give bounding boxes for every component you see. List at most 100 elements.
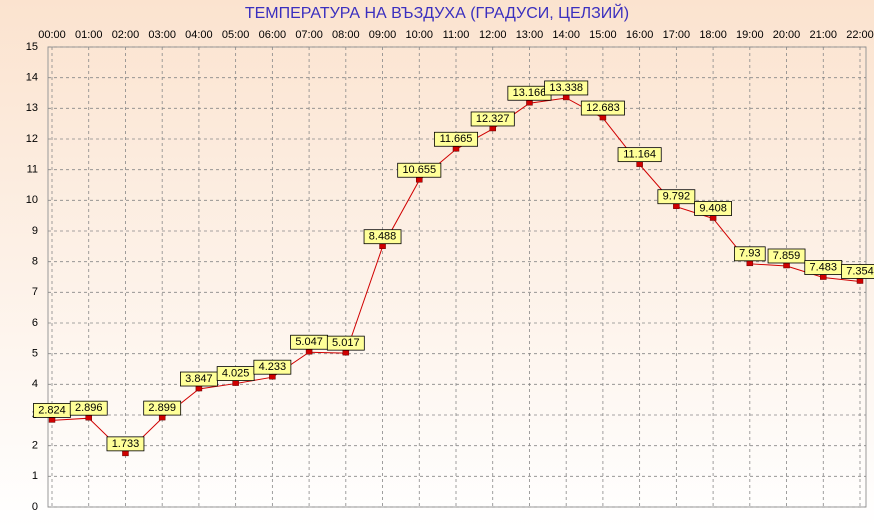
- x-tick-label: 18:00: [699, 29, 727, 41]
- marker: [526, 99, 533, 106]
- value-label: 9.792: [663, 191, 691, 203]
- value-label-box: [363, 229, 402, 245]
- value-label: 5.017: [332, 337, 360, 349]
- x-tick-label: 17:00: [663, 29, 691, 41]
- x-tick-label: 14:00: [552, 29, 580, 41]
- marker: [85, 414, 92, 421]
- value-label: 7.354: [846, 265, 874, 277]
- value-label: 11.164: [623, 149, 656, 161]
- value-label-box: [433, 131, 478, 147]
- value-label: 8.488: [369, 231, 397, 243]
- x-tick-label: 06:00: [259, 29, 287, 41]
- x-tick-label: 19:00: [736, 29, 764, 41]
- marker: [636, 161, 643, 167]
- x-tick-label: 21:00: [810, 29, 838, 41]
- marker: [232, 380, 239, 386]
- y-tick-label: 9: [32, 225, 38, 237]
- marker: [342, 349, 350, 356]
- value-label-box: [69, 400, 108, 416]
- chart-title: ТЕМПЕРАТУРА НА ВЪЗДУХА (ГРАДУСИ, ЦЕЛЗИЙ): [245, 3, 629, 22]
- x-tick-label: 02:00: [112, 29, 140, 41]
- value-label: 2.896: [75, 402, 103, 414]
- x-tick-label: 01:00: [75, 29, 103, 41]
- y-tick-label: 1: [32, 470, 38, 482]
- x-tick-label: 16:00: [626, 29, 654, 41]
- marker: [783, 262, 790, 269]
- value-label: 10.655: [402, 164, 436, 176]
- marker: [562, 94, 570, 101]
- y-tick-label: 13: [26, 102, 38, 114]
- value-label: 7.93: [739, 248, 760, 260]
- x-tick-label: 20:00: [773, 29, 801, 41]
- x-tick-label: 08:00: [332, 29, 360, 41]
- value-label-box: [106, 436, 145, 452]
- value-label-box: [253, 359, 292, 375]
- marker: [746, 260, 754, 267]
- y-tick-label: 14: [26, 72, 38, 84]
- marker: [416, 176, 423, 183]
- x-tick-label: 13:00: [516, 29, 544, 41]
- x-tick-label: 22:00: [846, 29, 874, 41]
- value-label: 11.665: [440, 133, 473, 145]
- x-tick-label: 11:00: [443, 29, 470, 41]
- value-label-box: [767, 248, 806, 264]
- y-tick-label: 7: [32, 286, 38, 298]
- y-tick-label: 12: [26, 133, 38, 145]
- x-tick-label: 09:00: [369, 29, 397, 41]
- value-label-box: [580, 100, 625, 116]
- marker: [599, 114, 607, 121]
- y-tick-label: 0: [32, 501, 38, 513]
- value-label: 13.166: [513, 87, 547, 99]
- marker: [158, 414, 166, 421]
- value-label: 4.233: [259, 361, 287, 373]
- value-label: 2.899: [148, 402, 176, 414]
- value-label: 13.338: [549, 82, 583, 94]
- value-label: 3.847: [185, 373, 213, 385]
- y-tick-label: 11: [27, 164, 38, 176]
- x-tick-label: 12:00: [479, 29, 507, 41]
- value-label: 12.327: [476, 113, 510, 125]
- value-label: 2.824: [38, 404, 66, 416]
- y-tick-label: 10: [26, 194, 38, 206]
- marker: [269, 373, 276, 380]
- value-label-box: [143, 400, 182, 416]
- x-tick-label: 00:00: [38, 29, 66, 41]
- value-label-box: [326, 335, 365, 351]
- marker: [305, 348, 313, 355]
- marker: [673, 203, 680, 209]
- y-tick-label: 6: [32, 317, 38, 329]
- marker: [856, 278, 864, 284]
- y-tick-label: 2: [32, 440, 38, 452]
- value-label-box: [841, 264, 874, 279]
- value-label: 5.047: [295, 336, 323, 348]
- marker: [489, 125, 496, 132]
- marker: [48, 417, 56, 423]
- marker: [709, 215, 717, 221]
- y-tick-label: 8: [32, 256, 38, 268]
- value-label: 4.025: [222, 367, 250, 379]
- value-label-box: [617, 147, 662, 163]
- x-tick-label: 03:00: [148, 29, 176, 41]
- marker: [195, 385, 203, 392]
- value-label: 7.859: [773, 250, 801, 262]
- y-tick-label: 15: [26, 41, 38, 53]
- value-label-box: [397, 162, 442, 178]
- x-tick-label: 15:00: [589, 29, 617, 41]
- y-tick-label: 5: [32, 348, 38, 360]
- marker: [379, 243, 386, 249]
- marker: [820, 274, 827, 280]
- value-label-box: [544, 80, 589, 96]
- x-tick-label: 04:00: [185, 29, 213, 41]
- value-label: 12.683: [586, 102, 620, 114]
- value-label: 9.408: [699, 202, 727, 214]
- x-tick-label: 10:00: [406, 29, 434, 41]
- marker: [122, 450, 129, 457]
- marker: [452, 146, 460, 152]
- value-label-box: [734, 246, 766, 262]
- value-label: 7.483: [810, 261, 838, 273]
- x-tick-label: 07:00: [295, 29, 323, 41]
- y-tick-label: 4: [32, 378, 38, 390]
- x-tick-label: 05:00: [222, 29, 250, 41]
